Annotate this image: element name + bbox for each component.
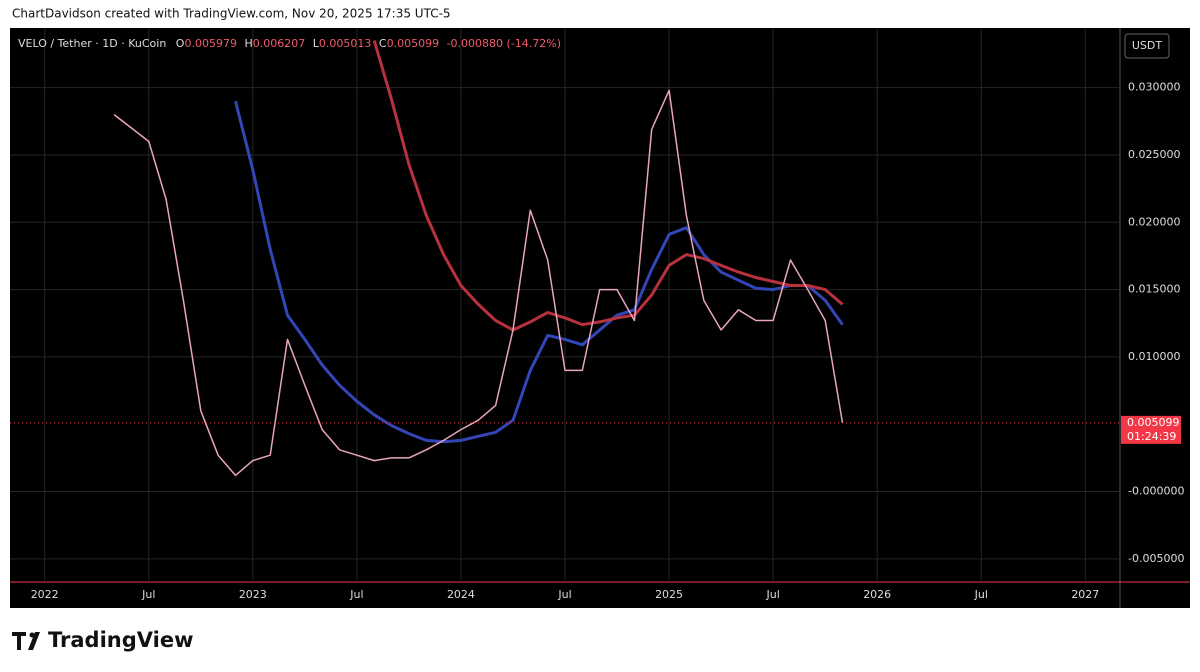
y-tick-label: 0.025000 (1128, 148, 1181, 161)
last-price-badge (1121, 415, 1181, 444)
ohlc-value: 0.006207 (253, 37, 306, 50)
x-tick-label: 2023 (239, 588, 267, 601)
currency[interactable]: USDT (1132, 39, 1163, 52)
series-line (113, 89, 844, 477)
series-line (372, 40, 844, 332)
ohlc-label: L (313, 37, 320, 50)
y-tick-label: 0.030000 (1128, 81, 1181, 94)
ohlc-value: 0.005013 (319, 37, 372, 50)
x-tick-label: Jul (557, 588, 571, 601)
y-tick-label: 0.010000 (1128, 350, 1181, 363)
credit: ChartDavidson created with TradingView.c… (12, 7, 451, 21)
symbol: VELO / Tether · 1D · KuCoin (18, 37, 166, 50)
x-tick-label: Jul (765, 588, 779, 601)
x-tick-label: Jul (141, 588, 155, 601)
y-tick-label: 0.020000 (1128, 215, 1181, 228)
currency-button[interactable] (1124, 33, 1170, 59)
x-tick-label: Jul (974, 588, 988, 601)
x-tick-label: 2025 (655, 588, 683, 601)
ohlc-label: C (379, 37, 387, 50)
change: -0.000880 (-14.72%) (447, 37, 561, 50)
x-tick-label: 2027 (1071, 588, 1099, 601)
brand-logo: TradingView (12, 628, 193, 652)
last-price-label: 0.005099 (1127, 416, 1180, 429)
x-tick-label: 2024 (447, 588, 475, 601)
x-tick-label: 2022 (31, 588, 59, 601)
logo-icon (12, 632, 40, 650)
brand: TradingView (48, 628, 193, 652)
y-tick-label: -0.005000 (1128, 552, 1184, 565)
y-tick-label: 0.015000 (1128, 283, 1181, 296)
ohlc-label: H (244, 37, 252, 50)
series-line (234, 100, 844, 444)
ohlc-label: O (176, 37, 185, 50)
legend: VELO / Tether · 1D · KuCoin O0.005979 H0… (18, 37, 561, 50)
ohlc-value: 0.005979 (184, 37, 237, 50)
chart-background (10, 28, 1190, 608)
y-tick-label: -0.000000 (1128, 485, 1184, 498)
ohlc-value: 0.005099 (387, 37, 440, 50)
logo-dot (29, 632, 35, 638)
plot-area (10, 28, 1120, 582)
x-tick-label: Jul (349, 588, 363, 601)
x-tick-label: 2026 (863, 588, 891, 601)
countdown: 01:24:39 (1127, 430, 1176, 443)
